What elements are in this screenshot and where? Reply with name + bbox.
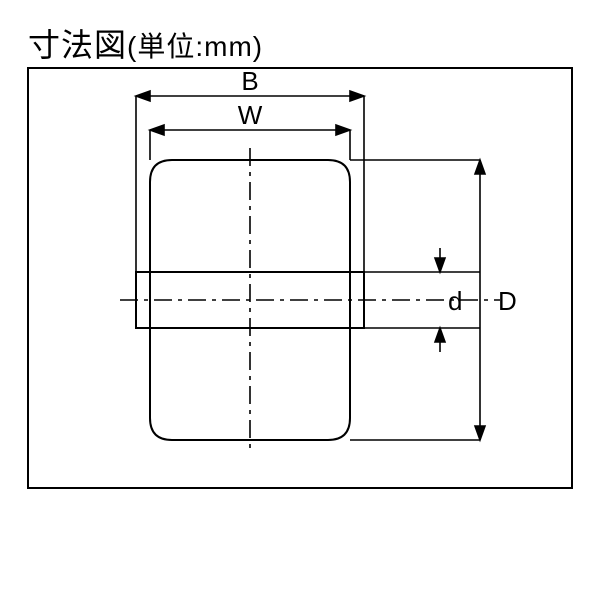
- dimension-drawing: B W D d: [0, 0, 600, 600]
- frame-rect: [28, 68, 572, 488]
- label-D: D: [498, 286, 517, 316]
- label-d: d: [448, 286, 462, 316]
- label-B: B: [241, 66, 258, 96]
- label-W: W: [238, 100, 263, 130]
